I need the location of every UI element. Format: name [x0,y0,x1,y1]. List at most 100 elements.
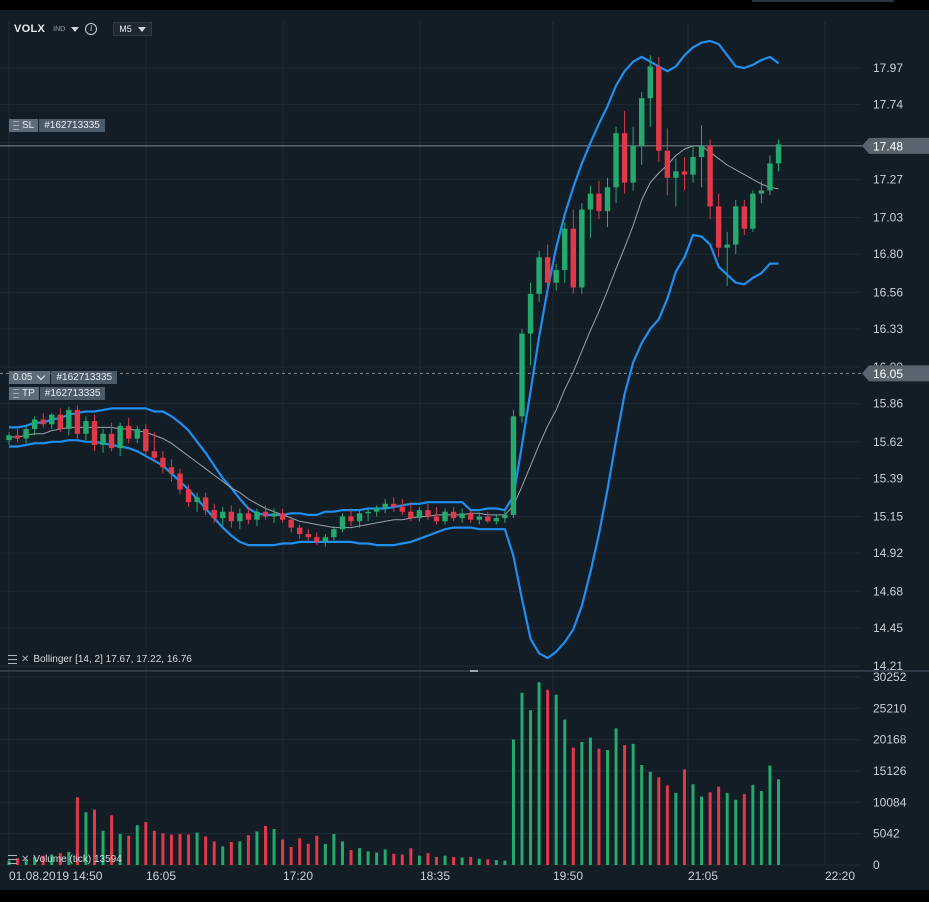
symbol-name[interactable]: VOLX [14,23,46,35]
volume-bar [75,797,79,865]
close-icon[interactable]: ✕ [21,854,30,865]
volume-bar [486,859,490,865]
price-tick-label: 17.03 [873,211,903,225]
candle-body [254,511,260,520]
candle-body [416,510,423,519]
candle-body [66,409,72,430]
volume-bar [169,834,173,865]
volume-bar [700,796,704,865]
chart-header: VOLX IND i M5 [14,22,152,36]
sl-handle[interactable]: SL [9,119,39,132]
candle-body [314,537,320,542]
candle-body [553,269,559,283]
candle-body [245,513,252,520]
tp-handle[interactable]: TP [9,387,39,400]
candle-body [211,510,217,519]
candle-body [382,503,388,509]
price-tick-label: 17.27 [873,172,903,186]
candle-body [673,171,679,178]
volume-bar [665,785,669,865]
volume-bar [67,851,71,865]
candle-body [365,511,371,514]
candle-body [305,533,311,538]
info-icon[interactable]: i [85,23,98,35]
candle-body [536,257,542,294]
time-tick-label: 01.08.2019 14:50 [9,869,103,883]
volume-bar [366,851,370,865]
volume-bar [272,828,276,865]
candle-body [322,537,329,542]
chevron-down-icon [137,26,146,32]
volume-bar [682,769,686,865]
candle-body [348,516,354,522]
timeframe-select[interactable]: M5 [113,22,152,36]
tp-lot-tag[interactable]: 0.05 #162713335 [9,371,118,384]
candle-body [6,435,12,441]
volume-tick-label: 5042 [873,827,900,841]
bollinger-middle-line [9,145,779,529]
price-tick-label: 17.97 [873,61,903,75]
volume-bar [734,799,738,865]
symbol-dropdown-icon[interactable] [71,26,80,32]
candle-body [151,451,158,458]
lot-select[interactable]: 0.05 [9,371,51,384]
volume-tick-label: 15126 [873,764,907,778]
volume-bar [358,848,362,865]
volume-bar [529,710,533,865]
indicator-settings-icon[interactable] [8,655,17,664]
candle-body [724,244,730,248]
chevron-down-icon [37,371,46,381]
volume-tick-label: 20168 [873,733,907,747]
volume-bar [580,741,584,865]
candle-body [442,511,448,522]
candle-body [587,193,594,210]
volume-bar [392,853,396,865]
candle-body [621,133,628,183]
indicator-settings-icon[interactable] [8,855,17,864]
candle-body [49,414,55,425]
drag-handle-icon [13,121,19,130]
volume-bar [161,833,165,865]
candle-body [733,206,739,245]
volume-bar [640,764,644,865]
candle-body [31,419,38,430]
volume-tick-label: 10084 [873,795,907,809]
candle-body [194,497,200,503]
volume-bar [33,856,37,865]
tp-order-tag[interactable]: TP #162713335 [9,387,106,400]
volume-bar [298,838,302,865]
candle-body [126,425,132,439]
candle-body [117,425,123,449]
volume-bar [435,856,438,865]
candles [6,55,782,547]
sl-order-tag[interactable]: SL #162713335 [9,119,105,132]
volume-bar [588,737,592,865]
volume-bar [623,745,627,865]
candle-body [160,457,166,468]
candle-body [391,503,397,507]
candle-body [527,293,534,334]
reference-lines [0,145,866,374]
candle-body [356,513,363,522]
price-tick-label: 17.74 [873,98,903,112]
volume-bar [255,831,259,865]
volume-bar [691,784,695,865]
candle-body [647,66,653,99]
candle-body [450,511,457,519]
candle-body [613,133,619,188]
price-tick-label: 16.33 [873,322,903,336]
volume-bar [606,750,609,865]
volume-bar [246,835,250,865]
candle-body [100,433,106,445]
candle-body [40,419,46,425]
bollinger-legend-text: Bollinger [14, 2] 17.67, 17.22, 16.76 [33,654,192,665]
price-tick-label: 16.80 [873,247,903,261]
volume-bar [477,858,481,865]
candle-body [91,421,98,445]
candle-body [775,144,782,164]
price-tick-label: 15.62 [873,435,903,449]
close-icon[interactable]: ✕ [21,654,30,665]
volume-bar [571,747,575,865]
candle-body [681,171,688,175]
